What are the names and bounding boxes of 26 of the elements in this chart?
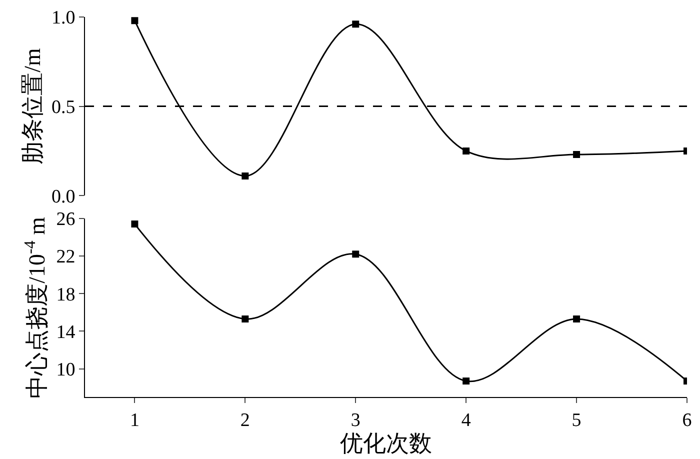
point [352,250,360,258]
x-axis-title: 优化次数 [340,430,432,456]
point [242,315,249,322]
point [462,378,470,385]
y-tick-label: 10 [56,359,76,380]
y-tick-label: 22 [56,246,76,268]
x-tick-label: 5 [572,410,582,431]
x-tick-label: 3 [350,410,360,431]
point [242,172,249,180]
x-tick-label: 6 [682,410,692,431]
point [573,151,580,158]
y-axis-title: 肋条位置/m [20,48,45,164]
point [131,17,138,24]
x-tick-label: 2 [240,410,250,431]
x-tick-label: 4 [461,410,472,431]
y-tick-label: 18 [56,284,76,306]
y-tick-label: 14 [56,322,76,343]
y-tick-label: 0.5 [51,96,76,118]
x-tick-label: 1 [130,410,140,431]
y-tick-label: 26 [56,209,76,230]
y-tick-label: 1.0 [51,8,76,29]
point [573,315,580,322]
point [462,147,470,154]
y-tick-label: 0.0 [51,186,76,208]
point [352,20,360,28]
point [131,220,138,228]
